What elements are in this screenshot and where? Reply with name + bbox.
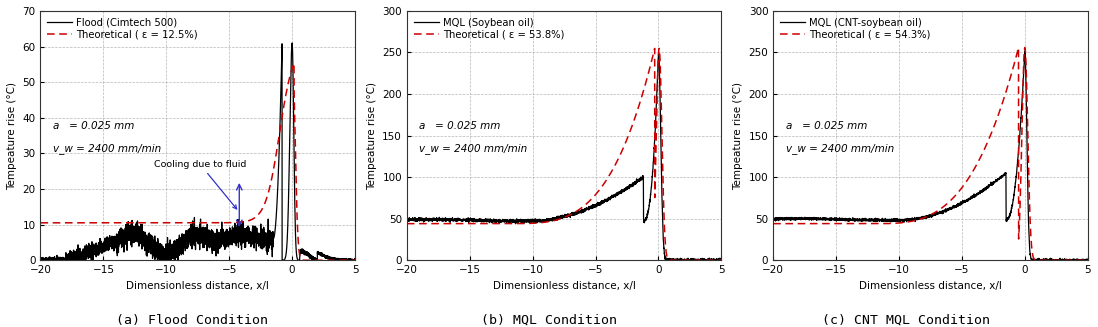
MQL (CNT-soybean oil) — [821, 217, 834, 221]
Theoretical ( ε = 53.8%) — [675, 258, 688, 262]
Theoretical ( ε = 12.5%) — [183, 221, 197, 225]
Text: v_w = 2400 mm/min: v_w = 2400 mm/min — [419, 143, 528, 154]
Theoretical ( ε = 12.5%) — [262, 188, 276, 192]
Theoretical ( ε = 12.5%) — [323, 258, 336, 262]
Flood (Cimtech 500) — [166, 250, 179, 254]
Theoretical ( ε = 54.3%) — [1082, 258, 1095, 262]
Flood (Cimtech 500) — [323, 255, 336, 259]
Theoretical ( ε = 53.8%) — [520, 221, 534, 225]
Legend: Flood (Cimtech 500), Theoretical ( ε = 12.5%): Flood (Cimtech 500), Theoretical ( ε = 1… — [45, 16, 200, 42]
Flood (Cimtech 500) — [348, 258, 361, 262]
MQL (CNT-soybean oil) — [1075, 258, 1088, 262]
MQL (Soybean oil) — [715, 257, 728, 261]
Line: Theoretical ( ε = 53.8%): Theoretical ( ε = 53.8%) — [407, 48, 721, 260]
Line: MQL (Soybean oil): MQL (Soybean oil) — [407, 53, 721, 260]
Legend: MQL (Soybean oil), Theoretical ( ε = 53.8%): MQL (Soybean oil), Theoretical ( ε = 53.… — [412, 16, 567, 42]
MQL (Soybean oil) — [436, 218, 449, 222]
Flood (Cimtech 500) — [35, 258, 48, 262]
MQL (Soybean oil) — [659, 258, 672, 262]
Text: a   = 0.025 mm: a = 0.025 mm — [53, 121, 134, 130]
Text: v_w = 2400 mm/min: v_w = 2400 mm/min — [786, 143, 894, 154]
Text: (a) Flood Condition: (a) Flood Condition — [116, 314, 268, 327]
Y-axis label: Tempeature rise (°C): Tempeature rise (°C) — [733, 81, 743, 190]
Theoretical ( ε = 12.5%) — [348, 258, 361, 262]
Theoretical ( ε = 54.3%) — [1075, 258, 1088, 262]
Theoretical ( ε = 53.8%) — [652, 46, 665, 50]
Text: v_w = 2400 mm/min: v_w = 2400 mm/min — [53, 143, 161, 154]
Flood (Cimtech 500) — [339, 258, 352, 262]
MQL (Soybean oil) — [455, 217, 468, 221]
X-axis label: Dimensionless distance, x/l: Dimensionless distance, x/l — [859, 281, 1001, 291]
X-axis label: Dimensionless distance, x/l: Dimensionless distance, x/l — [493, 281, 636, 291]
Theoretical ( ε = 12.5%) — [34, 221, 47, 225]
Theoretical ( ε = 12.5%) — [169, 221, 182, 225]
Theoretical ( ε = 54.3%) — [887, 221, 900, 225]
MQL (CNT-soybean oil) — [887, 218, 900, 222]
Theoretical ( ε = 54.3%) — [900, 220, 914, 224]
Line: MQL (CNT-soybean oil): MQL (CNT-soybean oil) — [773, 51, 1088, 260]
Theoretical ( ε = 53.8%) — [708, 258, 721, 262]
Legend: MQL (CNT-soybean oil), Theoretical ( ε = 54.3%): MQL (CNT-soybean oil), Theoretical ( ε =… — [778, 16, 932, 42]
Y-axis label: Tempeature rise (°C): Tempeature rise (°C) — [367, 81, 377, 190]
MQL (Soybean oil) — [401, 217, 414, 221]
Theoretical ( ε = 54.3%) — [821, 222, 834, 226]
Text: Cooling due to fluid: Cooling due to fluid — [154, 160, 246, 209]
Flood (Cimtech 500) — [262, 240, 276, 244]
Theoretical ( ε = 53.8%) — [535, 221, 548, 225]
X-axis label: Dimensionless distance, x/l: Dimensionless distance, x/l — [126, 281, 269, 291]
MQL (CNT-soybean oil) — [900, 218, 914, 222]
Flood (Cimtech 500) — [34, 257, 47, 261]
MQL (CNT-soybean oil) — [1026, 258, 1039, 262]
MQL (CNT-soybean oil) — [1041, 258, 1054, 262]
MQL (CNT-soybean oil) — [766, 216, 780, 220]
Theoretical ( ε = 12.5%) — [339, 258, 352, 262]
MQL (Soybean oil) — [520, 220, 534, 224]
Flood (Cimtech 500) — [183, 236, 197, 240]
MQL (CNT-soybean oil) — [1082, 258, 1095, 262]
Text: a   = 0.025 mm: a = 0.025 mm — [786, 121, 867, 130]
MQL (Soybean oil) — [675, 258, 688, 262]
Theoretical ( ε = 54.3%) — [766, 222, 780, 226]
MQL (Soybean oil) — [709, 258, 722, 262]
MQL (Soybean oil) — [535, 219, 548, 223]
Theoretical ( ε = 53.8%) — [455, 222, 468, 226]
Theoretical ( ε = 54.3%) — [1041, 258, 1054, 262]
Line: Theoretical ( ε = 12.5%): Theoretical ( ε = 12.5%) — [41, 63, 355, 260]
Theoretical ( ε = 54.3%) — [1018, 45, 1031, 49]
Theoretical ( ε = 12.5%) — [166, 221, 179, 225]
Flood (Cimtech 500) — [169, 244, 182, 248]
Text: a   = 0.025 mm: a = 0.025 mm — [419, 121, 501, 130]
Y-axis label: Tempeature rise (°C): Tempeature rise (°C) — [7, 81, 16, 190]
Theoretical ( ε = 53.8%) — [436, 222, 449, 226]
Theoretical ( ε = 53.8%) — [401, 222, 414, 226]
Line: Theoretical ( ε = 54.3%): Theoretical ( ε = 54.3%) — [773, 47, 1088, 260]
Theoretical ( ε = 12.5%) — [288, 61, 301, 65]
Text: (b) MQL Condition: (b) MQL Condition — [481, 314, 617, 327]
MQL (CNT-soybean oil) — [803, 217, 816, 221]
Theoretical ( ε = 53.8%) — [715, 258, 728, 262]
Flood (Cimtech 500) — [285, 41, 299, 45]
Line: Flood (Cimtech 500): Flood (Cimtech 500) — [41, 43, 355, 260]
MQL (CNT-soybean oil) — [1018, 49, 1031, 53]
MQL (Soybean oil) — [652, 51, 665, 55]
Theoretical ( ε = 54.3%) — [803, 222, 816, 226]
Text: (c) CNT MQL Condition: (c) CNT MQL Condition — [821, 314, 990, 327]
